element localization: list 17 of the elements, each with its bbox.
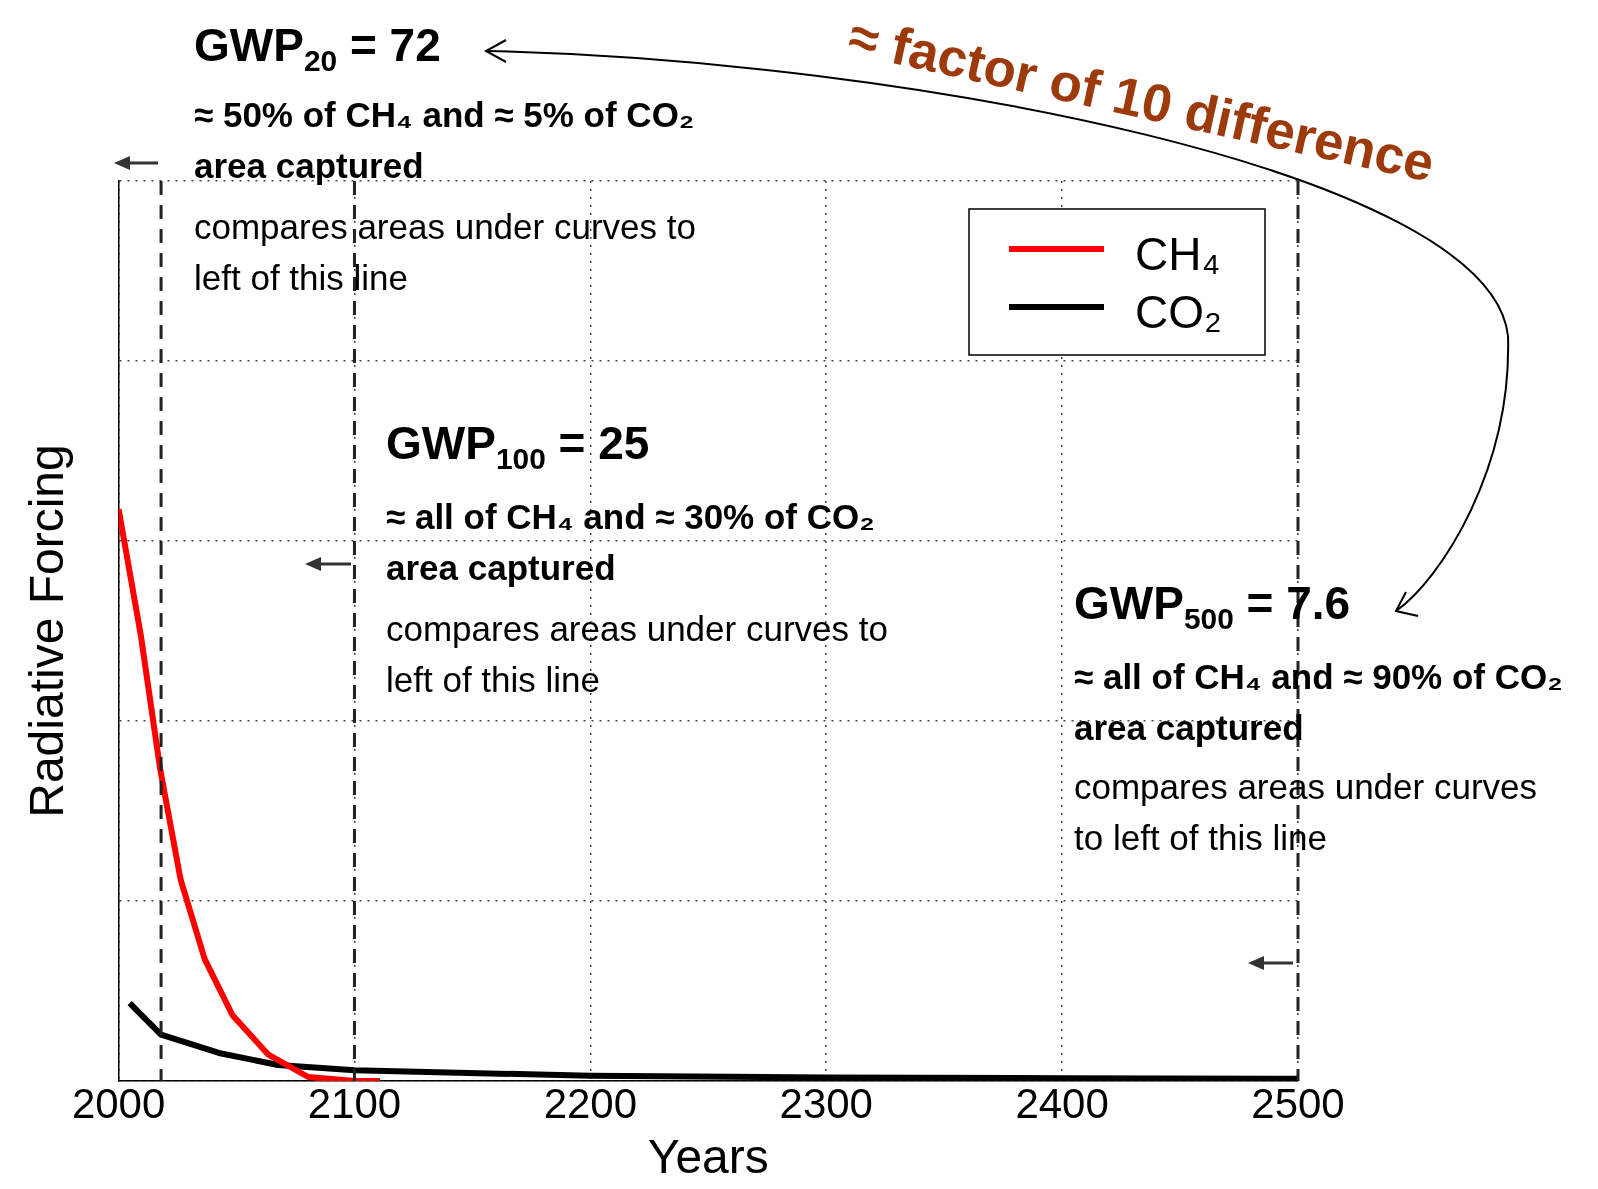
legend-label: CO₂ [1135, 285, 1222, 338]
text: compares areas under curves to left of this line [194, 206, 696, 299]
legend-label: CH₄ [1135, 227, 1221, 280]
annotation: compares areas under curves to left of this line [386, 608, 888, 701]
annotation: GWP$_{500}$ = 7.6 [1074, 576, 1351, 637]
text: GWP$_{100}$ = 25 [386, 416, 650, 477]
x-tick-label: 2500 [1251, 1079, 1345, 1127]
x-tick-label: 2200 [543, 1079, 638, 1127]
x-tick-label: 2000 [71, 1079, 166, 1127]
x-axis-title: Years [647, 1130, 769, 1184]
text: ≈ factor of 10 difference [842, 4, 1441, 195]
x-tick-label: 2100 [307, 1079, 402, 1127]
annotation: compares areas under curves to left of this line [1074, 766, 1537, 859]
y-axis-title: Radiative Forcing [20, 444, 74, 818]
x-tick-label: 2400 [1015, 1079, 1109, 1127]
x-tick-label: 2300 [779, 1079, 873, 1127]
text: GWP$_{20}$ = 72 [194, 18, 441, 79]
